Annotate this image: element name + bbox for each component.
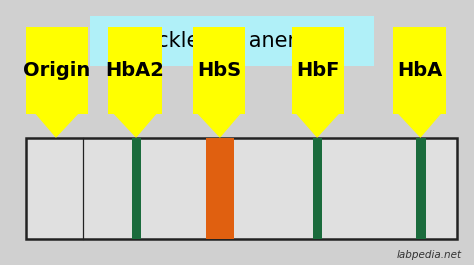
Bar bbox=[132, 138, 141, 238]
Bar bbox=[193, 26, 245, 114]
Polygon shape bbox=[398, 114, 441, 138]
Text: HbS: HbS bbox=[197, 61, 241, 80]
Bar bbox=[90, 16, 374, 66]
Text: labpedia.net: labpedia.net bbox=[397, 250, 462, 260]
Polygon shape bbox=[198, 114, 240, 138]
Text: HbA2: HbA2 bbox=[106, 61, 164, 80]
Polygon shape bbox=[114, 114, 156, 138]
Bar bbox=[292, 26, 344, 114]
Bar bbox=[108, 26, 162, 114]
Text: HbF: HbF bbox=[296, 61, 339, 80]
Bar bbox=[393, 26, 446, 114]
Bar bbox=[313, 138, 322, 238]
Bar bbox=[416, 138, 426, 238]
Polygon shape bbox=[296, 114, 339, 138]
Text: Sickle cell anemia: Sickle cell anemia bbox=[138, 31, 327, 51]
Bar bbox=[26, 26, 88, 114]
Polygon shape bbox=[36, 114, 78, 138]
Bar bbox=[26, 138, 457, 238]
Text: Origin: Origin bbox=[23, 61, 91, 80]
Bar bbox=[206, 138, 234, 238]
Text: HbA: HbA bbox=[397, 61, 442, 80]
